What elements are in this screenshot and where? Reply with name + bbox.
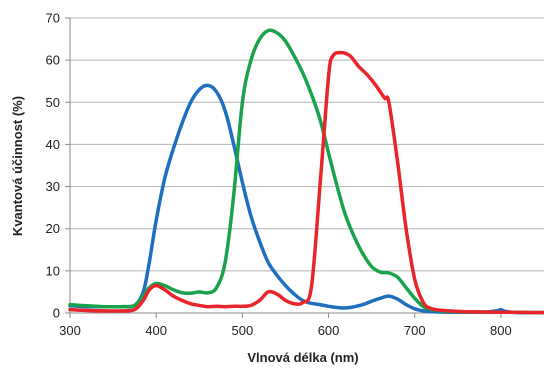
series-line-red bbox=[68, 50, 544, 315]
series-line-blue bbox=[68, 83, 544, 315]
x-tick-label: 500 bbox=[232, 323, 254, 338]
y-tick-label: 20 bbox=[46, 221, 60, 236]
y-tick-label: 70 bbox=[46, 11, 60, 26]
gridlines bbox=[70, 17, 544, 272]
x-axis-title: Vlnová délka (nm) bbox=[247, 350, 358, 365]
y-tick-label: 50 bbox=[46, 95, 60, 110]
x-tick-label: 300 bbox=[59, 323, 81, 338]
x-tick-label: 600 bbox=[318, 323, 340, 338]
series-line-green bbox=[68, 28, 544, 315]
x-tick-label: 700 bbox=[404, 323, 426, 338]
tick-labels: 0 10 20 30 40 50 60 70 300 400 500 600 700 800 bbox=[46, 11, 512, 339]
x-tick-label: 400 bbox=[145, 323, 167, 338]
axes bbox=[65, 17, 544, 318]
y-tick-label: 60 bbox=[46, 53, 60, 68]
x-tick-label: 800 bbox=[490, 323, 512, 338]
y-tick-label: 0 bbox=[53, 306, 60, 321]
y-axis-title: Kvantová účinnost (%) bbox=[10, 96, 25, 236]
y-tick-label: 40 bbox=[46, 137, 60, 152]
y-tick-label: 10 bbox=[46, 263, 60, 278]
series-lines bbox=[68, 28, 544, 315]
y-tick-label: 30 bbox=[46, 179, 60, 194]
